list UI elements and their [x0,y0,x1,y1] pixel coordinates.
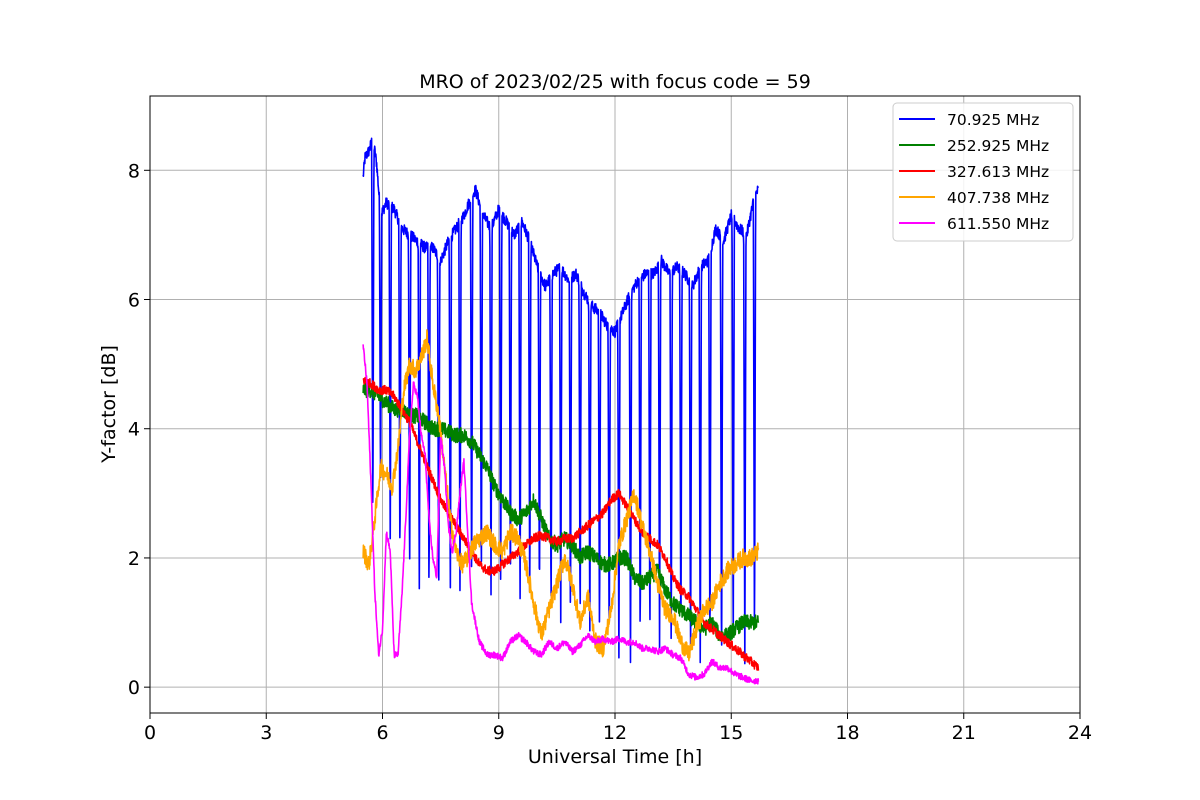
x-tick-label: 21 [952,722,976,744]
y-tick-label: 4 [128,419,140,441]
x-tick-label: 3 [260,722,272,744]
legend-entry: 407.738 MHz [947,189,1049,207]
x-tick-label: 12 [603,722,627,744]
x-tick-label: 0 [144,722,156,744]
x-tick-label: 24 [1068,722,1092,744]
series-407-738-mhz-line [362,329,760,662]
series-252-925-mhz-line [362,381,760,644]
legend-entry: 252.925 MHz [947,137,1049,155]
x-tick-label: 6 [376,722,388,744]
y-tick-label: 0 [128,677,140,699]
legend-box [892,102,1074,242]
x-tick-label: 15 [719,722,743,744]
series-611-550-mhz-line [362,344,760,685]
x-tick-label: 18 [835,722,859,744]
series-70-925-mhz-line [362,137,760,665]
x-tick-label: 9 [493,722,505,744]
legend: 70.925 MHz 252.925 MHz 327.613 MHz 407.738 … [892,102,1074,242]
legend-entry: 611.550 MHz [947,215,1049,233]
legend-entry: 70.925 MHz [947,111,1039,129]
plot-area [362,137,760,685]
legend-entry: 327.613 MHz [947,163,1049,181]
y-axis-label: Y-factor [dB] [98,345,120,464]
y-tick-label: 6 [128,290,140,312]
x-axis-label: Universal Time [h] [528,746,702,768]
chart-title: MRO of 2023/02/25 with focus code = 59 [419,71,811,93]
y-tick-label: 2 [128,548,140,570]
y-tick-label: 8 [128,160,140,182]
series-327-613-mhz-line [362,376,760,671]
